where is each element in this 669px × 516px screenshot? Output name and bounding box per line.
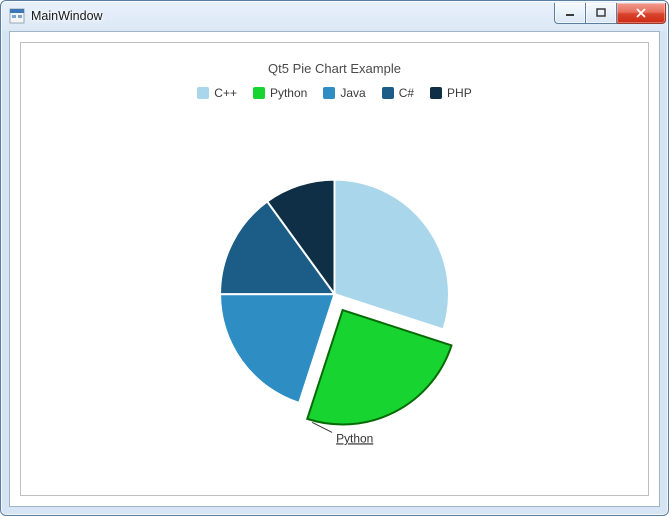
app-window: MainWindow Qt5 Pie Chart Example C++ Pyth… <box>0 0 669 516</box>
legend-swatch <box>382 87 394 99</box>
pie-chart: Python <box>21 123 648 495</box>
chart-legend: C++ Python Java C# PHP <box>21 86 648 100</box>
callout-label: Python <box>336 431 373 445</box>
legend-label: C# <box>399 86 414 100</box>
legend-swatch <box>197 87 209 99</box>
legend-label: C++ <box>214 86 237 100</box>
legend-item[interactable]: C# <box>382 86 414 100</box>
app-icon <box>9 8 25 24</box>
titlebar[interactable]: MainWindow <box>1 1 668 31</box>
legend-item[interactable]: Java <box>323 86 365 100</box>
chart-title: Qt5 Pie Chart Example <box>21 61 648 76</box>
legend-label: PHP <box>447 86 472 100</box>
legend-swatch <box>430 87 442 99</box>
window-title: MainWindow <box>31 9 554 23</box>
client-area: Qt5 Pie Chart Example C++ Python Java C# PHP… <box>9 31 660 507</box>
window-controls <box>554 3 666 25</box>
legend-label: Java <box>340 86 365 100</box>
chart-panel: Qt5 Pie Chart Example C++ Python Java C# PHP… <box>20 42 649 496</box>
legend-item[interactable]: Python <box>253 86 307 100</box>
legend-swatch <box>253 87 265 99</box>
legend-item[interactable]: C++ <box>197 86 237 100</box>
legend-item[interactable]: PHP <box>430 86 472 100</box>
legend-label: Python <box>270 86 307 100</box>
minimize-button[interactable] <box>554 3 586 24</box>
legend-swatch <box>323 87 335 99</box>
maximize-button[interactable] <box>586 3 617 24</box>
pie-slice[interactable] <box>335 180 449 330</box>
pie-slice[interactable] <box>307 310 451 424</box>
close-button[interactable] <box>617 3 666 24</box>
